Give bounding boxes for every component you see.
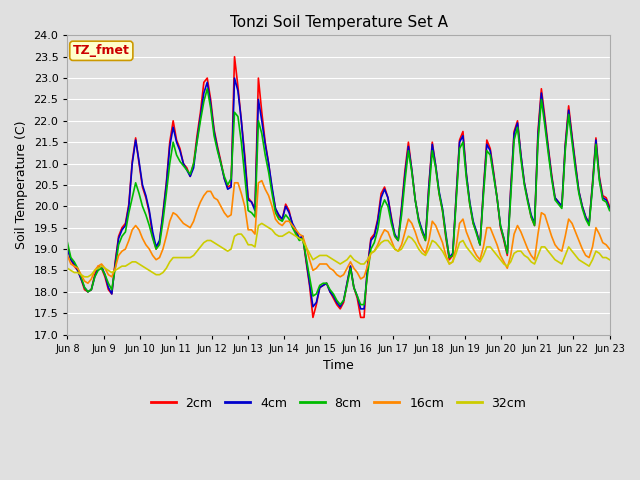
32cm	[63, 265, 71, 271]
4cm	[173, 139, 180, 145]
32cm	[605, 257, 613, 263]
4cm	[63, 246, 71, 252]
2cm	[309, 314, 317, 320]
Title: Tonzi Soil Temperature Set A: Tonzi Soil Temperature Set A	[230, 15, 447, 30]
Legend: 2cm, 4cm, 8cm, 16cm, 32cm: 2cm, 4cm, 8cm, 16cm, 32cm	[145, 392, 531, 415]
2cm	[63, 244, 71, 250]
32cm	[514, 248, 522, 254]
4cm	[585, 220, 593, 226]
2cm	[371, 231, 378, 237]
X-axis label: Time: Time	[323, 359, 354, 372]
8cm	[337, 302, 344, 308]
Line: 4cm: 4cm	[67, 78, 609, 309]
16cm	[585, 255, 593, 261]
8cm	[371, 240, 378, 245]
2cm	[585, 220, 593, 226]
4cm	[217, 161, 225, 167]
16cm	[514, 223, 522, 228]
32cm	[258, 220, 266, 226]
4cm	[422, 236, 429, 241]
4cm	[230, 75, 238, 81]
8cm	[422, 238, 429, 243]
16cm	[63, 252, 71, 258]
2cm	[173, 137, 180, 143]
Line: 2cm: 2cm	[67, 57, 609, 317]
16cm	[258, 178, 266, 183]
4cm	[371, 233, 378, 239]
4cm	[357, 306, 365, 312]
2cm	[514, 118, 522, 124]
Line: 32cm: 32cm	[67, 223, 609, 277]
Line: 8cm: 8cm	[67, 89, 609, 305]
16cm	[422, 251, 429, 256]
2cm	[217, 158, 225, 164]
32cm	[422, 252, 429, 258]
8cm	[220, 173, 228, 179]
8cm	[514, 124, 522, 130]
16cm	[220, 210, 228, 216]
4cm	[514, 120, 522, 126]
8cm	[605, 208, 613, 214]
16cm	[371, 248, 378, 254]
Line: 16cm: 16cm	[67, 180, 609, 283]
16cm	[176, 216, 184, 222]
Y-axis label: Soil Temperature (C): Soil Temperature (C)	[15, 120, 28, 249]
16cm	[605, 246, 613, 252]
16cm	[84, 280, 92, 286]
32cm	[220, 246, 228, 252]
2cm	[230, 54, 238, 60]
32cm	[371, 248, 378, 254]
2cm	[605, 204, 613, 209]
8cm	[204, 86, 211, 92]
Text: TZ_fmet: TZ_fmet	[73, 44, 130, 57]
8cm	[173, 152, 180, 158]
32cm	[81, 274, 88, 280]
8cm	[63, 240, 71, 245]
2cm	[422, 238, 429, 243]
32cm	[176, 255, 184, 261]
8cm	[585, 223, 593, 228]
4cm	[605, 205, 613, 211]
32cm	[585, 263, 593, 269]
